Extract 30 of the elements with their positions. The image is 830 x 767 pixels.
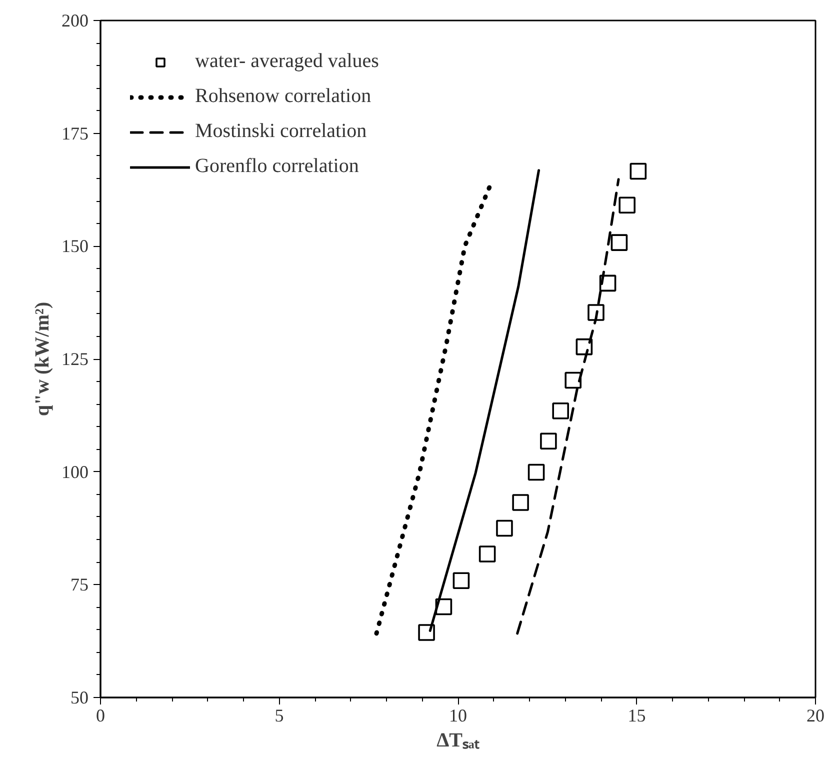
x-axis-title: ΔTₛₐₜ <box>436 730 480 752</box>
x-tick-label: 0 <box>96 706 105 726</box>
point <box>528 464 545 481</box>
x-tick-label: 20 <box>806 706 824 726</box>
point <box>478 546 496 562</box>
y-tick-label: 75 <box>70 574 88 595</box>
y-tick-label: 200 <box>62 10 88 30</box>
point <box>610 234 628 251</box>
y-tick-label: 100 <box>62 462 88 482</box>
y-tick-label: 50 <box>70 688 88 708</box>
point <box>540 432 557 450</box>
point <box>630 162 647 180</box>
x-tick-label: 5 <box>274 706 284 726</box>
y-tick-label: 175 <box>62 123 88 144</box>
y-tick-label: 150 <box>62 236 88 256</box>
point <box>564 372 582 389</box>
legend-label: Rohsenow correlation <box>195 85 372 108</box>
x-tick-label: 15 <box>628 706 646 726</box>
legend-label: water- averaged values <box>195 50 379 73</box>
legend-label: Mostinski correlation <box>195 120 367 143</box>
legend-label: Gorenflo correlation <box>195 155 359 178</box>
point <box>512 494 529 511</box>
point <box>496 520 513 537</box>
y-tick-label: 125 <box>62 349 88 369</box>
x-tick-label: 10 <box>449 706 467 726</box>
y-axis-title: q"w (kW/m²) <box>32 302 54 416</box>
point <box>552 402 569 420</box>
point <box>418 624 435 641</box>
point <box>618 196 636 214</box>
point <box>452 572 470 590</box>
